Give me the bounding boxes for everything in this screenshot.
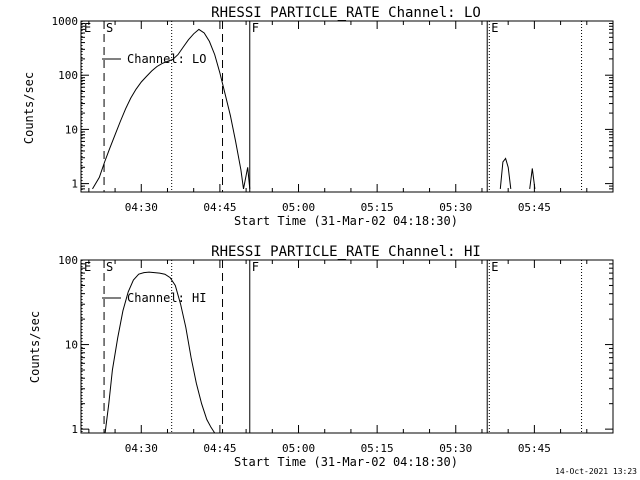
legend-label-lo: Channel: LO — [127, 52, 206, 66]
x-tick-label-lo: 05:30 — [439, 201, 472, 214]
x-tick-label-lo: 05:15 — [361, 201, 394, 214]
x-tick-label-hi: 05:30 — [439, 442, 472, 455]
y-tick-label-lo: 100 — [58, 69, 78, 82]
y-tick-label-lo: 1000 — [52, 15, 79, 28]
y-tick-label-hi: 10 — [65, 339, 78, 352]
event-marker-label-lo: E — [84, 21, 91, 35]
data-series-line-hi — [104, 271, 216, 434]
plot-frame-lo — [80, 20, 614, 193]
event-marker-label-lo: F — [252, 21, 259, 35]
y-axis-label-lo: Counts/sec — [22, 72, 36, 144]
chart-title-hi: RHESSI PARTICLE_RATE Channel: HI — [211, 244, 481, 260]
event-marker-label-lo: S — [106, 21, 113, 35]
y-tick-label-hi: 100 — [58, 254, 78, 267]
data-series-line-lo — [529, 168, 536, 189]
x-tick-label-hi: 04:30 — [125, 442, 158, 455]
event-marker-label-hi: E — [84, 260, 91, 274]
data-series-line-lo — [499, 157, 512, 189]
x-tick-label-lo: 05:00 — [282, 201, 315, 214]
chart-title-lo: RHESSI PARTICLE_RATE Channel: LO — [211, 5, 481, 21]
y-axis-label-hi: Counts/sec — [28, 311, 42, 383]
y-tick-label-lo: 1 — [71, 178, 78, 191]
x-tick-label-hi: 05:00 — [282, 442, 315, 455]
x-tick-label-lo: 04:30 — [125, 201, 158, 214]
legend-label-hi: Channel: HI — [127, 291, 206, 305]
y-tick-label-lo: 10 — [65, 123, 78, 136]
panel-lo-channel: RHESSI PARTICLE_RATE Channel: LO Start T… — [22, 5, 614, 228]
event-marker-label-hi: S — [106, 260, 113, 274]
y-tick-label-hi: 1 — [71, 423, 78, 436]
x-axis-label-hi: Start Time (31-Mar-02 04:18:30) — [234, 455, 458, 469]
x-tick-label-hi: 04:45 — [203, 442, 236, 455]
panel-hi-channel: RHESSI PARTICLE_RATE Channel: HI Start T… — [28, 244, 614, 469]
x-axis-label-lo: Start Time (31-Mar-02 04:18:30) — [234, 214, 458, 228]
x-tick-label-lo: 04:45 — [203, 201, 236, 214]
x-tick-label-hi: 05:15 — [361, 442, 394, 455]
x-tick-label-lo: 05:45 — [518, 201, 551, 214]
x-tick-label-hi: 05:45 — [518, 442, 551, 455]
event-marker-label-lo: E — [491, 21, 498, 35]
timestamp-label: 14-Oct-2021 13:23 — [555, 467, 637, 476]
plot-frame-hi — [80, 259, 614, 434]
event-marker-label-hi: E — [491, 260, 498, 274]
event-marker-label-hi: F — [252, 260, 259, 274]
data-series-line-lo — [92, 28, 251, 190]
